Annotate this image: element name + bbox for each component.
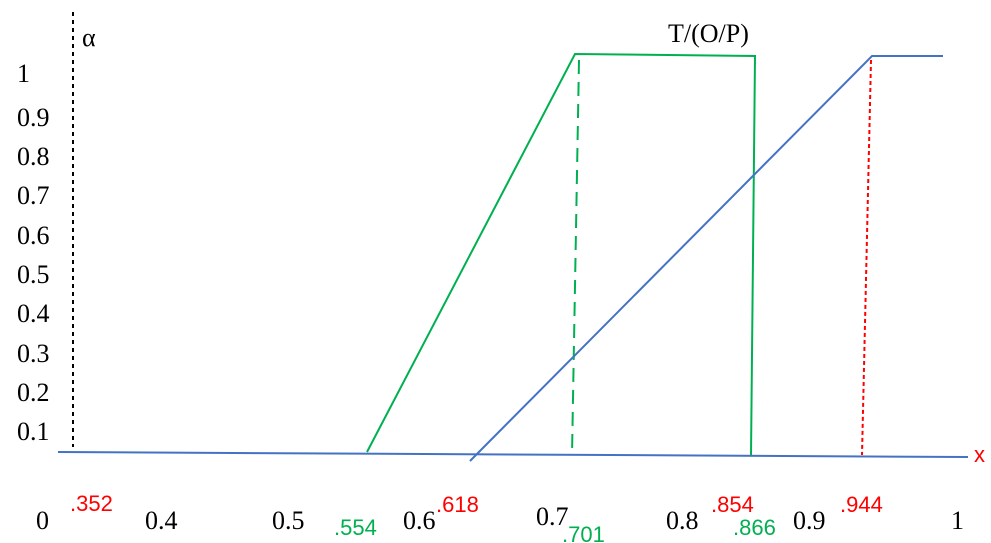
green-annotation: .701: [562, 522, 605, 543]
y-tick-label: 0.7: [17, 181, 50, 210]
green-annotation: .554: [334, 515, 377, 540]
x-tick-label: 0.8: [666, 506, 699, 535]
y-tick-label: 0.1: [17, 417, 50, 446]
y-tick-label: 0.2: [17, 378, 50, 407]
x-axis-symbol: x: [974, 442, 985, 467]
red-annotation: .944: [840, 492, 883, 517]
x-tick-label: 1: [951, 506, 964, 535]
x-tick-label: 0.4: [145, 506, 178, 535]
green-dashed-line: [571, 59, 580, 456]
x-tick-label: 0.7: [536, 502, 569, 531]
y-tick-label: 1: [17, 59, 30, 88]
red-annotation: .352: [70, 491, 113, 516]
x-tick-label: 0.9: [793, 506, 826, 535]
y-tick-label: 0.6: [17, 221, 50, 250]
green-membership-shape: [366, 52, 757, 456]
red-annotation: .618: [436, 492, 479, 517]
y-tick-label: 0.4: [17, 299, 50, 328]
x-axis-baseline: [57, 451, 969, 458]
y-tick-label: 0.5: [17, 260, 50, 289]
y-axis-symbol: α: [82, 23, 96, 52]
chart-title: T/(O/P): [668, 19, 749, 48]
red-annotation: .854: [711, 492, 754, 517]
red-dashed-line: [861, 59, 872, 456]
x-tick-label: 0: [36, 506, 49, 535]
x-tick-label: 0.6: [403, 506, 436, 535]
blue-membership-shape: [469, 55, 943, 462]
y-tick-label: 0.9: [17, 103, 50, 132]
green-annotation: .866: [733, 515, 776, 540]
y-tick-label: 0.3: [17, 339, 50, 368]
x-tick-label: 0.5: [272, 506, 305, 535]
y-tick-label: 0.8: [17, 142, 50, 171]
